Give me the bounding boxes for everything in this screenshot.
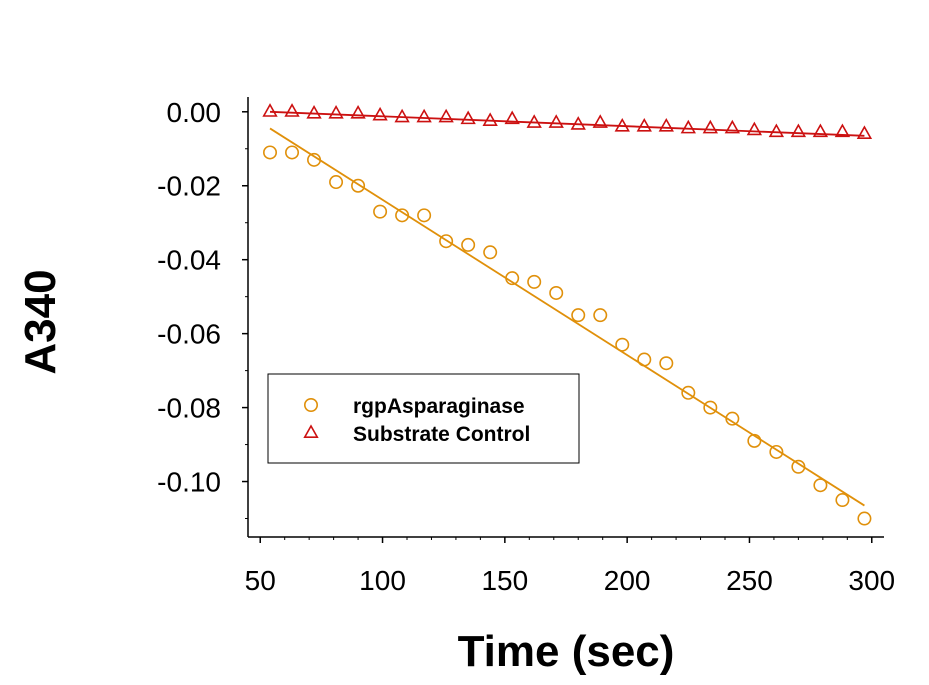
rgp-point [615, 337, 630, 352]
rgp-point [835, 493, 850, 508]
rgp-point [395, 208, 410, 223]
rgp-point [637, 352, 652, 367]
rgp-point [857, 511, 872, 526]
legend: rgpAsparaginase Substrate Control [267, 373, 580, 464]
rgp-point [329, 175, 344, 190]
y-ticks: 0.00 -0.02 -0.04 -0.06 -0.08 -0.10 [157, 97, 248, 520]
control-point [416, 108, 432, 123]
control-point [394, 108, 410, 123]
x-tick-label: 150 [481, 565, 528, 596]
rgp-point [659, 356, 674, 371]
rgp-point [307, 152, 322, 167]
legend-marker-circle [303, 397, 318, 412]
rgp-point [725, 411, 740, 426]
x-tick-label: 250 [726, 565, 773, 596]
data-points [262, 103, 873, 526]
rgp-point [791, 459, 806, 474]
control-point [350, 105, 366, 119]
rgp-point [549, 285, 564, 300]
x-ticks: 50 100 150 200 250 300 [245, 537, 895, 596]
control-point [636, 117, 652, 132]
control-point [680, 119, 696, 134]
control-point [746, 121, 763, 136]
x-tick-label: 200 [604, 565, 651, 596]
control-point [658, 117, 674, 132]
control-point [438, 108, 454, 123]
rgp-point [439, 234, 454, 249]
control-point [328, 105, 344, 119]
control-point [724, 119, 741, 134]
x-tick-label: 50 [245, 565, 276, 596]
control-point [856, 125, 873, 139]
axes [247, 97, 884, 538]
rgp-point [461, 237, 476, 252]
rgp-point [703, 400, 718, 415]
control-point [460, 110, 476, 125]
y-tick-label: -0.06 [157, 319, 221, 350]
control-point [504, 110, 520, 125]
y-tick-label: -0.02 [157, 171, 221, 202]
control-point [790, 123, 807, 138]
legend-marker-triangle [303, 424, 319, 439]
control-point [526, 114, 542, 128]
control-point [482, 112, 498, 127]
rgp-point [747, 433, 762, 448]
rgp-point [769, 444, 784, 459]
rgp-point [571, 308, 586, 323]
rgp-point [373, 204, 388, 219]
control-point [306, 105, 322, 119]
y-tick-label: -0.04 [157, 245, 221, 276]
rgp-point [527, 274, 542, 289]
fit-lines [269, 110, 865, 507]
rgp-point [681, 385, 696, 400]
y-tick-label: -0.10 [157, 467, 221, 498]
x-axis-title: Time (sec) [458, 627, 675, 676]
control-point [834, 123, 851, 138]
x-tick-label: 300 [848, 565, 895, 596]
fit-line-triangle [269, 110, 865, 137]
y-tick-label: 0.00 [167, 97, 222, 128]
rgp-point [285, 145, 300, 160]
rgp-point [351, 178, 366, 193]
legend-label: Substrate Control [353, 423, 530, 446]
y-axis-title: A340 [16, 269, 65, 374]
rgp-point [505, 271, 520, 286]
rgp-point [593, 308, 608, 323]
control-point [702, 119, 718, 134]
control-point [592, 114, 608, 128]
control-point [548, 114, 564, 128]
rgp-point [813, 478, 828, 493]
y-tick-label: -0.08 [157, 393, 221, 424]
control-point [812, 123, 829, 138]
control-point [768, 123, 785, 138]
rgp-point [483, 245, 498, 260]
rgp-point [263, 145, 278, 160]
control-point [284, 103, 300, 117]
control-point [372, 106, 388, 121]
fit-line-circle [269, 127, 865, 507]
control-point [614, 117, 630, 132]
control-point [262, 103, 278, 117]
legend-label: rgpAsparaginase [353, 395, 525, 418]
legend-entries: rgpAsparaginase Substrate Control [303, 395, 530, 446]
rgp-point [417, 208, 432, 223]
x-tick-label: 100 [359, 565, 406, 596]
control-point [570, 116, 586, 130]
legend-box [267, 373, 580, 464]
